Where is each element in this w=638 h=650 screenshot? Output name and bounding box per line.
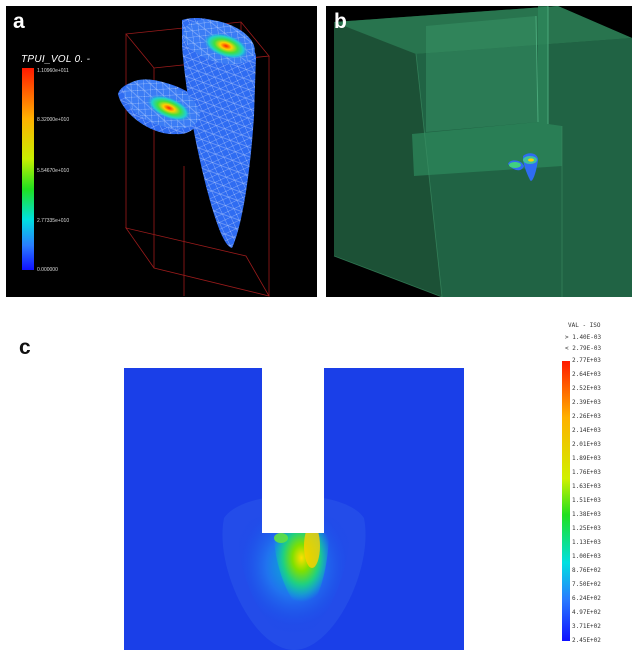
ellipsoids-small [508,153,538,181]
legend-tick-label: 1.89E+03 [572,455,601,462]
colorbar-a-tick: 5.54670e+010 [37,168,70,174]
legend-tick-label: 2.39E+03 [572,399,601,406]
tall-ellipsoid [182,17,256,249]
legend-tick-label: 6.24E+02 [572,595,601,602]
legend-tick-label: 2.26E+03 [572,413,601,420]
panel-a-label: a [13,10,25,33]
legend-header-line: > 1.40E-03 [565,334,602,341]
panel-c-label: c [19,336,31,359]
legend-tick-label: 4.97E+02 [572,609,601,616]
legend-header-line: < 2.79E-03 [565,345,602,352]
legend-tick-label: 1.76E+03 [572,469,601,476]
legend-tick-label: 1.13E+03 [572,539,601,546]
legend-tick-label: 1.63E+03 [572,483,601,490]
colorbar-c [562,361,570,641]
slot [262,368,324,533]
colorbar-a-title: TPUI_VOL 0. - [21,54,91,65]
legend-tick-label: 2.77E+03 [572,357,601,364]
panel-b-label: b [334,10,347,33]
legend-tick-label: 2.01E+03 [572,441,601,448]
legend-tick-label: 8.76E+02 [572,567,601,574]
colorbar-a-tick: 2.77335e+010 [37,218,70,224]
panel-b: b [326,6,632,297]
colorbar-a-tick: 8.32000e+010 [37,117,70,123]
panel-a: a TPUI_VOL 0. - 1.10960e+011 8.32000e+01… [6,6,317,297]
legend-tick-label: 1.51E+03 [572,497,601,504]
legend-tick-label: 2.14E+03 [572,427,601,434]
legend-tick-label: 2.52E+03 [572,385,601,392]
legend-header-line: VAL - ISO [568,322,601,329]
legend-tick-label: 1.00E+03 [572,553,601,560]
translucent-block [333,6,632,297]
small-ellipsoid [118,79,202,135]
colorbar-a-tick: 0.000000 [37,267,58,273]
panel-b-render [333,6,632,297]
legend-tick-label: 7.50E+02 [572,581,601,588]
panel-a-render [22,17,270,297]
legend-tick-label: 3.71E+02 [572,623,601,630]
legend-tick-label: 1.25E+03 [572,525,601,532]
panel-c-field [124,368,464,650]
legend-tick-label: 2.64E+03 [572,371,601,378]
colorbar-a-tick: 1.10960e+011 [37,68,69,74]
legend-tick-label: 1.38E+03 [572,511,601,518]
colorbar-a [22,68,34,270]
legend-tick-label: 2.45E+02 [572,637,601,644]
